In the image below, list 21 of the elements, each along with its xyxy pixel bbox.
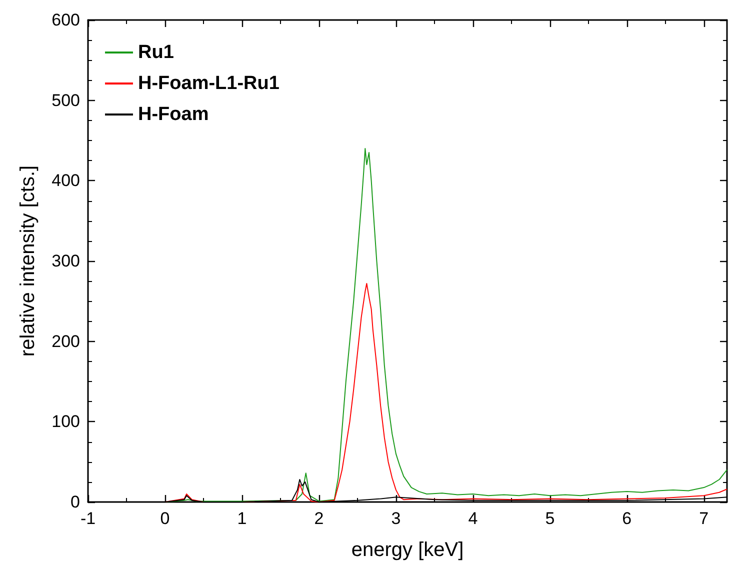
y-tick-label: 500 bbox=[52, 90, 80, 110]
x-tick-label: 2 bbox=[314, 509, 324, 528]
x-tick-label: 4 bbox=[468, 509, 478, 528]
y-tick-label: 600 bbox=[52, 10, 80, 30]
x-tick-label: 0 bbox=[160, 509, 170, 528]
y-tick-label: 0 bbox=[70, 492, 80, 512]
x-tick-label: 5 bbox=[545, 509, 555, 528]
x-tick-label: 6 bbox=[622, 509, 632, 528]
x-axis-title: energy [keV] bbox=[351, 539, 464, 561]
x-tick-label: 1 bbox=[237, 509, 247, 528]
x-tick-label: -1 bbox=[80, 509, 96, 528]
y-tick-label: 400 bbox=[52, 171, 80, 190]
legend-label: Ru1 bbox=[138, 42, 174, 63]
y-tick-label: 300 bbox=[52, 252, 80, 270]
x-tick-label: 3 bbox=[391, 509, 401, 528]
legend-label: H-Foam bbox=[138, 104, 209, 125]
y-tick-label: 200 bbox=[52, 332, 80, 351]
y-axis-title: relative intensity [cts.] bbox=[17, 165, 39, 357]
x-tick-label: 7 bbox=[699, 509, 709, 528]
y-tick-label: 100 bbox=[52, 412, 80, 432]
legend-label: H-Foam-L1-Ru1 bbox=[138, 73, 280, 94]
